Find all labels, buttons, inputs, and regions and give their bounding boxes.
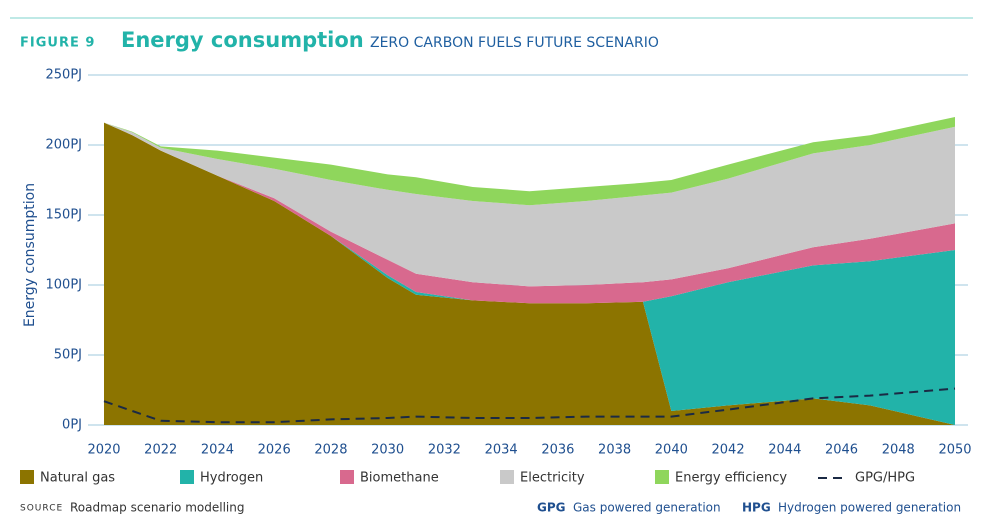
x-tick-label: 2034 (485, 443, 518, 458)
legend-swatch (180, 470, 194, 484)
x-tick-label: 2024 (201, 443, 234, 458)
x-tick-label: 2040 (655, 443, 688, 458)
note-text: Gas powered generation (573, 501, 721, 515)
x-tick-label: 2044 (768, 443, 801, 458)
x-tick-label: 2020 (87, 443, 120, 458)
x-tick-label: 2046 (825, 443, 858, 458)
area (104, 122, 955, 425)
x-tick-label: 2032 (428, 443, 461, 458)
note-abbr: GPG (537, 501, 566, 515)
y-tick-label: 200PJ (46, 138, 83, 153)
chart-title: Energy consumption (121, 28, 364, 52)
legend-label: Energy efficiency (675, 471, 787, 486)
line (103, 387, 956, 424)
area (104, 122, 955, 287)
x-tick-label: 2026 (258, 443, 291, 458)
y-tick-label: 100PJ (46, 278, 83, 293)
area (104, 122, 955, 425)
y-tick-label: 0PJ (62, 418, 82, 433)
x-tick-label: 2048 (882, 443, 915, 458)
note-text: Hydrogen powered generation (778, 501, 961, 515)
legend-swatch (655, 470, 669, 484)
y-tick-label: 250PJ (46, 68, 83, 83)
legend-label: GPG/HPG (855, 471, 915, 486)
y-axis-label: Energy consumption (22, 183, 38, 327)
source-label: SOURCE (20, 504, 63, 514)
legend-label: Biomethane (360, 471, 439, 486)
x-tick-label: 2038 (598, 443, 631, 458)
note-abbr: HPG (742, 501, 771, 515)
legend-label: Natural gas (40, 471, 115, 486)
legend-label: Hydrogen (200, 471, 263, 486)
x-tick-label: 2030 (371, 443, 404, 458)
y-tick-label: 50PJ (54, 348, 82, 363)
area (104, 117, 955, 206)
source-text: Roadmap scenario modelling (70, 501, 244, 515)
legend-label: Electricity (520, 471, 585, 486)
legend-swatch (340, 470, 354, 484)
chart-subtitle: ZERO CARBON FUELS FUTURE SCENARIO (370, 35, 659, 51)
figure-label: FIGURE 9 (20, 36, 95, 51)
x-tick-label: 2028 (314, 443, 347, 458)
x-tick-label: 2036 (541, 443, 574, 458)
legend-swatch (20, 470, 34, 484)
x-tick-label: 2042 (712, 443, 745, 458)
y-tick-label: 150PJ (46, 208, 83, 223)
x-tick-label: 2022 (144, 443, 177, 458)
legend-swatch (500, 470, 514, 484)
x-tick-label: 2050 (938, 443, 971, 458)
